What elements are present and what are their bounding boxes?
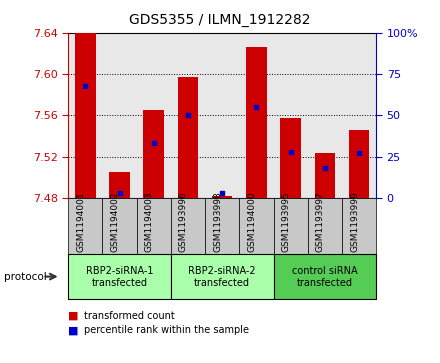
Text: GSM1193996: GSM1193996 xyxy=(179,192,188,252)
Text: GSM1194002: GSM1194002 xyxy=(110,192,120,252)
Text: GSM1193999: GSM1193999 xyxy=(350,192,359,252)
Text: ■: ■ xyxy=(68,311,79,321)
Text: percentile rank within the sample: percentile rank within the sample xyxy=(84,325,249,335)
Text: control siRNA
transfected: control siRNA transfected xyxy=(292,266,358,287)
Text: GSM1193995: GSM1193995 xyxy=(282,192,291,252)
Bar xyxy=(349,130,369,198)
Text: GDS5355 / ILMN_1912282: GDS5355 / ILMN_1912282 xyxy=(129,13,311,27)
Bar xyxy=(280,118,301,198)
Text: protocol: protocol xyxy=(4,272,47,282)
Text: GSM1193998: GSM1193998 xyxy=(213,192,222,252)
Bar xyxy=(212,196,232,198)
Text: ■: ■ xyxy=(68,325,79,335)
Text: GSM1194003: GSM1194003 xyxy=(145,192,154,252)
Bar xyxy=(315,154,335,198)
Bar xyxy=(75,33,95,198)
Bar xyxy=(143,110,164,198)
Bar xyxy=(246,47,267,198)
Text: RBP2-siRNA-1
transfected: RBP2-siRNA-1 transfected xyxy=(86,266,153,287)
Bar xyxy=(178,77,198,198)
Bar xyxy=(109,172,130,198)
Text: transformed count: transformed count xyxy=(84,311,174,321)
Text: GSM1193997: GSM1193997 xyxy=(316,192,325,252)
Text: RBP2-siRNA-2
transfected: RBP2-siRNA-2 transfected xyxy=(188,266,256,287)
Text: GSM1194000: GSM1194000 xyxy=(247,192,257,252)
Text: GSM1194001: GSM1194001 xyxy=(76,192,85,252)
